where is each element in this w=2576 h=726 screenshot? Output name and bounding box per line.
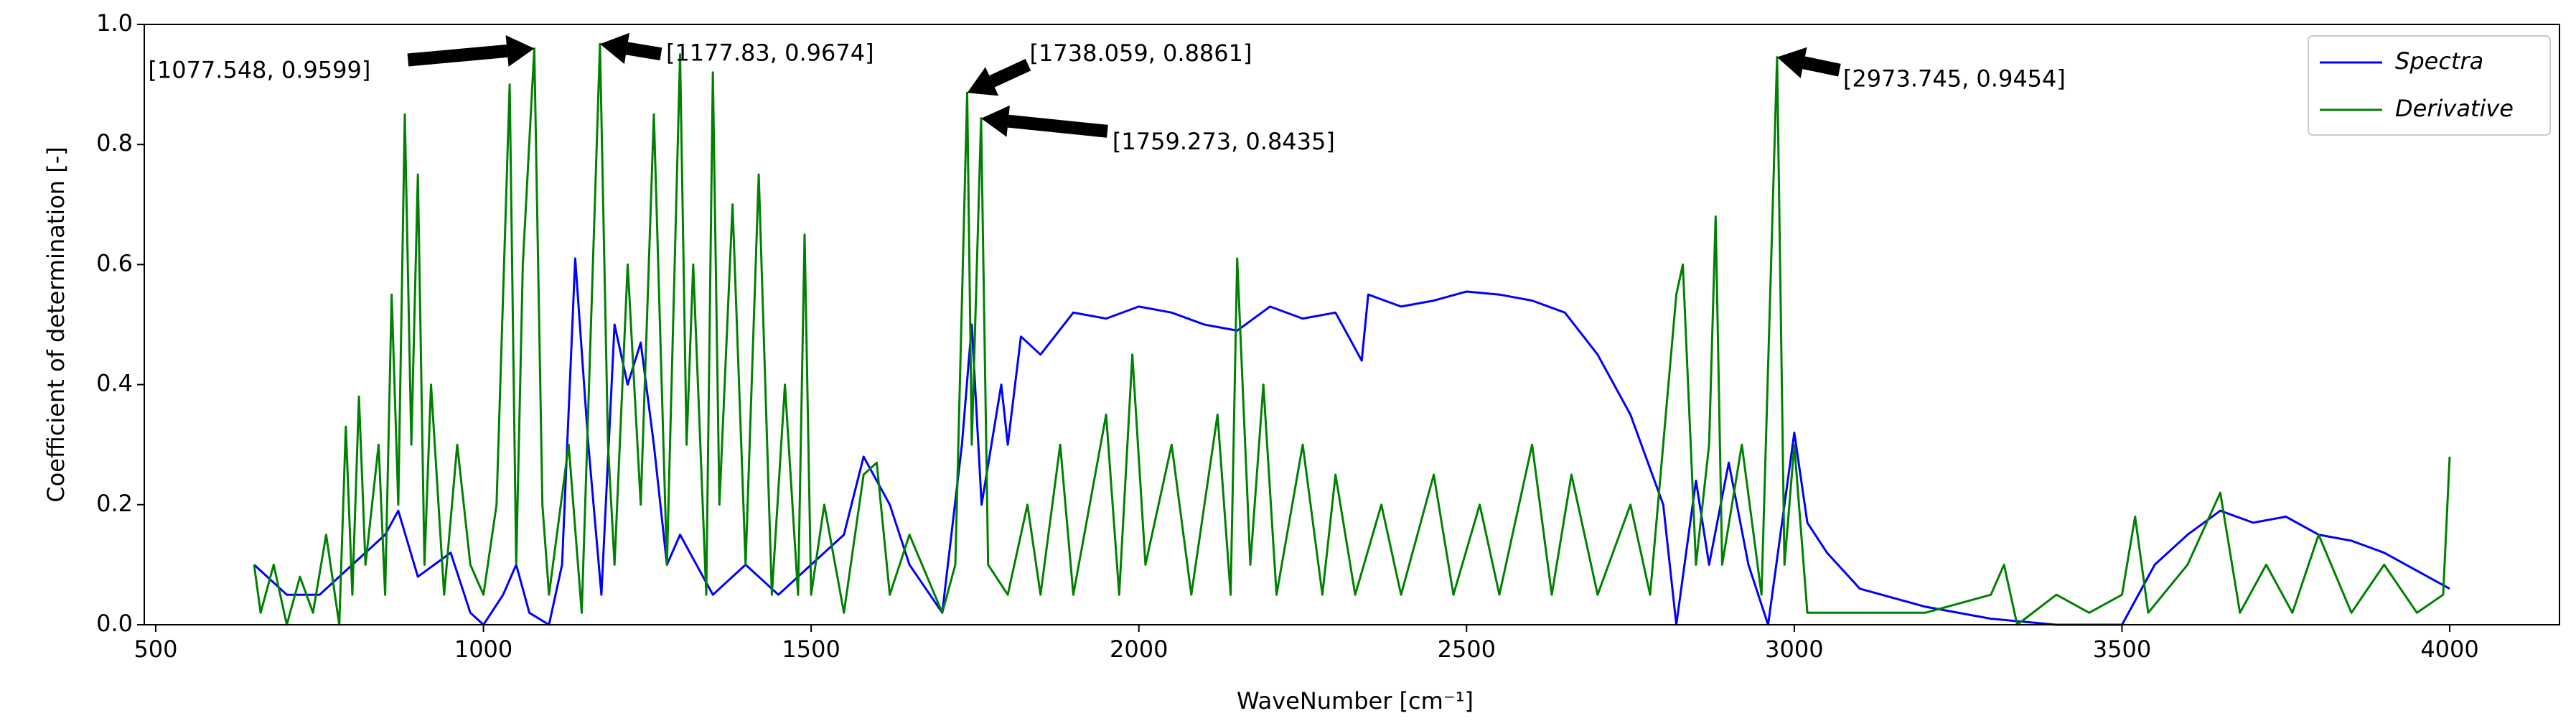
series-line: [253, 42, 2451, 626]
x-tick-label: 3000: [1765, 636, 1823, 663]
legend-label: Spectra: [2395, 47, 2483, 75]
annotation-arrow-shaft: [989, 59, 1031, 88]
annotation-text: [1759.273, 0.8435]: [1113, 128, 1335, 155]
annotation-arrow-shaft: [407, 45, 508, 67]
annotation-text: [1738.059, 0.8861]: [1030, 39, 1252, 67]
annotation-arrow-shaft: [1802, 56, 1841, 77]
annotation-text: [1177.83, 0.9674]: [666, 39, 874, 66]
y-tick-label: 0.8: [96, 129, 133, 157]
y-tick-label: 0.2: [96, 490, 133, 517]
annotation-text: [1077.548, 0.9599]: [148, 57, 370, 84]
series-line: [253, 257, 2450, 626]
annotation-text: [2973.745, 0.9454]: [1843, 65, 2066, 93]
y-tick-label: 1.0: [96, 9, 133, 37]
x-axis-label: WaveNumber [cm⁻¹]: [1237, 687, 1474, 715]
x-tick-label: 500: [134, 636, 177, 663]
y-tick-label: 0.0: [96, 610, 133, 637]
y-tick-label: 0.6: [96, 249, 133, 276]
x-tick-label: 1000: [454, 636, 512, 663]
x-tick-label: 1500: [782, 636, 840, 663]
annotation-arrow-head: [1776, 47, 1807, 78]
annotation-arrow-head: [599, 32, 630, 65]
annotation-arrow-head: [980, 105, 1010, 137]
y-tick-label: 0.4: [96, 370, 133, 397]
x-tick-label: 4000: [2420, 636, 2478, 663]
annotation-arrow-head: [505, 35, 535, 67]
annotation-arrow-head: [967, 67, 999, 96]
annotation-arrow-shaft: [1007, 114, 1108, 138]
x-tick-label: 2000: [1110, 636, 1168, 663]
annotation-arrow-shaft: [625, 42, 662, 61]
legend-label: Derivative: [2395, 95, 2514, 122]
plot-frame: [144, 24, 2560, 625]
x-tick-label: 3500: [2093, 636, 2151, 663]
y-axis-label: Coefficient of determination [-]: [42, 146, 70, 503]
x-tick-label: 2500: [1438, 636, 1496, 663]
